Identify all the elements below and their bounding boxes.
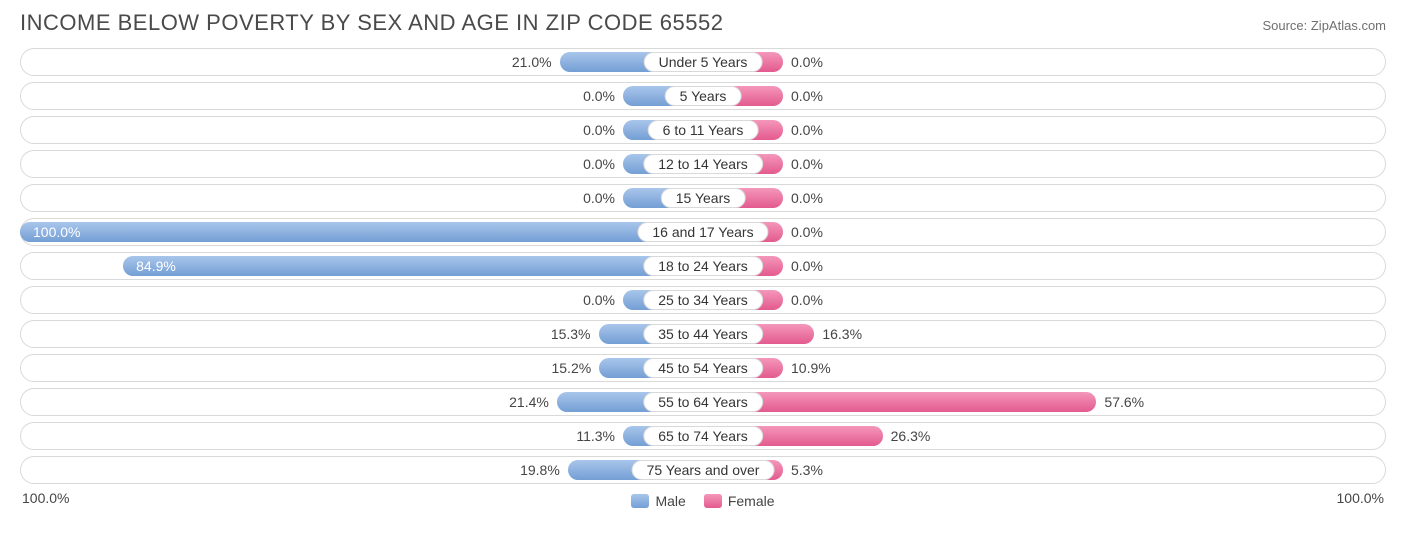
category-label: 5 Years (665, 86, 742, 106)
legend-male-label: Male (655, 493, 685, 509)
poverty-by-sex-age-chart: INCOME BELOW POVERTY BY SEX AND AGE IN Z… (0, 0, 1406, 559)
chart-row: 0.0% 0.0% 15 Years (20, 184, 1386, 212)
chart-row: 11.3% 26.3% 65 to 74 Years (20, 422, 1386, 450)
legend-female-label: Female (728, 493, 775, 509)
male-value-label: 15.3% (551, 321, 591, 347)
chart-source: Source: ZipAtlas.com (1262, 18, 1386, 33)
chart-footer: 100.0% Male Female 100.0% (20, 490, 1386, 512)
category-label: 6 to 11 Years (648, 120, 759, 140)
category-label: 12 to 14 Years (643, 154, 763, 174)
chart-row: 84.9% 0.0% 18 to 24 Years (20, 252, 1386, 280)
chart-row: 21.0% 0.0% Under 5 Years (20, 48, 1386, 76)
male-value-label: 0.0% (583, 287, 615, 313)
male-value-label: 21.0% (512, 49, 552, 75)
category-label: 65 to 74 Years (643, 426, 763, 446)
male-bar (123, 256, 703, 276)
female-value-label: 0.0% (791, 83, 823, 109)
female-value-label: 0.0% (791, 117, 823, 143)
male-bar (20, 222, 703, 242)
male-value-label: 19.8% (520, 457, 560, 483)
female-value-label: 57.6% (1104, 389, 1144, 415)
axis-left-label: 100.0% (22, 490, 69, 506)
chart-row: 100.0% 0.0% 16 and 17 Years (20, 218, 1386, 246)
chart-legend: Male Female (631, 493, 774, 509)
male-value-label: 84.9% (136, 253, 176, 279)
male-value-label: 0.0% (583, 151, 615, 177)
chart-row: 15.3% 16.3% 35 to 44 Years (20, 320, 1386, 348)
legend-female-swatch (704, 494, 722, 508)
category-label: 16 and 17 Years (637, 222, 768, 242)
male-value-label: 0.0% (583, 83, 615, 109)
legend-male-swatch (631, 494, 649, 508)
female-value-label: 10.9% (791, 355, 831, 381)
female-value-label: 0.0% (791, 151, 823, 177)
female-value-label: 0.0% (791, 287, 823, 313)
female-value-label: 5.3% (791, 457, 823, 483)
axis-right-label: 100.0% (1337, 490, 1384, 506)
male-value-label: 0.0% (583, 117, 615, 143)
female-value-label: 0.0% (791, 219, 823, 245)
chart-row: 0.0% 0.0% 12 to 14 Years (20, 150, 1386, 178)
chart-title: INCOME BELOW POVERTY BY SEX AND AGE IN Z… (20, 10, 723, 36)
male-value-label: 21.4% (509, 389, 549, 415)
category-label: 25 to 34 Years (643, 290, 763, 310)
male-value-label: 100.0% (33, 219, 80, 245)
category-label: Under 5 Years (644, 52, 763, 72)
chart-row: 15.2% 10.9% 45 to 54 Years (20, 354, 1386, 382)
legend-male: Male (631, 493, 685, 509)
category-label: 45 to 54 Years (643, 358, 763, 378)
category-label: 15 Years (661, 188, 746, 208)
chart-row: 19.8% 5.3% 75 Years and over (20, 456, 1386, 484)
category-label: 55 to 64 Years (643, 392, 763, 412)
category-label: 75 Years and over (632, 460, 775, 480)
category-label: 35 to 44 Years (643, 324, 763, 344)
chart-header: INCOME BELOW POVERTY BY SEX AND AGE IN Z… (20, 10, 1386, 36)
chart-row: 0.0% 0.0% 25 to 34 Years (20, 286, 1386, 314)
female-value-label: 0.0% (791, 49, 823, 75)
female-value-label: 0.0% (791, 253, 823, 279)
male-value-label: 11.3% (576, 423, 615, 449)
female-value-label: 16.3% (822, 321, 862, 347)
legend-female: Female (704, 493, 775, 509)
chart-rows: 21.0%0.0%Under 5 Years0.0%0.0%5 Years0.0… (20, 48, 1386, 484)
chart-row: 0.0% 0.0% 5 Years (20, 82, 1386, 110)
female-value-label: 26.3% (891, 423, 931, 449)
male-value-label: 0.0% (583, 185, 615, 211)
female-value-label: 0.0% (791, 185, 823, 211)
male-value-label: 15.2% (551, 355, 591, 381)
chart-row: 21.4% 57.6% 55 to 64 Years (20, 388, 1386, 416)
chart-row: 0.0% 0.0% 6 to 11 Years (20, 116, 1386, 144)
category-label: 18 to 24 Years (643, 256, 763, 276)
